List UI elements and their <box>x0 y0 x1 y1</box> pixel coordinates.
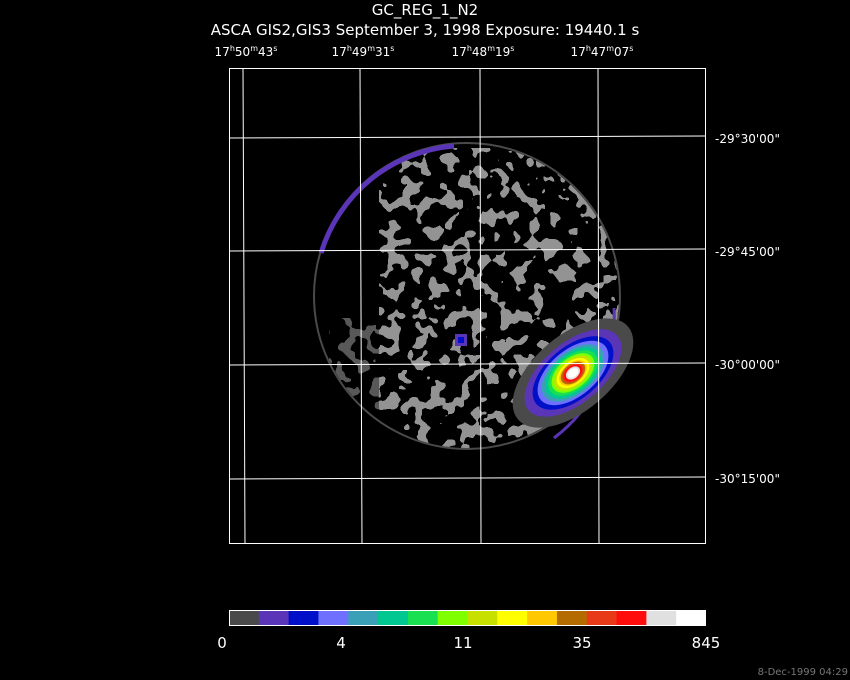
colorbar-cell <box>378 610 409 626</box>
colorbar-cell <box>407 610 439 626</box>
point-source-faint <box>455 334 467 346</box>
colorbar-cell <box>467 610 498 626</box>
image-frame <box>229 68 706 544</box>
ra-label: 17h50m43s <box>214 44 278 59</box>
ra-label: 17h48m19s <box>451 44 515 59</box>
dec-label: -29°30'00" <box>715 132 780 146</box>
colorbar-cell <box>616 610 647 626</box>
image-subtitle: ASCA GIS2,GIS3 September 3, 1998 Exposur… <box>210 21 640 39</box>
colorbar-tick: 4 <box>336 634 346 652</box>
colorbar-tick: 845 <box>691 634 721 652</box>
detector-rim-edge <box>318 143 455 254</box>
colorbar-cell <box>676 610 706 626</box>
dec-label: -30°15'00" <box>715 472 780 486</box>
colorbar-cell <box>497 610 528 626</box>
colorbar-cell <box>586 610 618 626</box>
colorbar <box>229 610 706 626</box>
colorbar-cell <box>556 610 588 626</box>
coordinate-grid <box>229 68 706 544</box>
colorbar-cell <box>318 610 349 626</box>
ra-label: 17h47m07s <box>570 44 634 59</box>
colorbar-cell <box>258 610 290 626</box>
timestamp: 8-Dec-1999 04:29 <box>757 667 848 678</box>
dec-label: -30°00'00" <box>715 358 780 372</box>
colorbar-tick: 35 <box>572 634 592 652</box>
ra-label: 17h49m31s <box>331 44 395 59</box>
colorbar-cell <box>646 610 677 626</box>
colorbar-cell <box>527 610 558 626</box>
image-title: GC_REG_1_N2 <box>371 1 479 19</box>
xray-image <box>229 68 706 544</box>
dec-label: -29°45'00" <box>715 245 780 259</box>
colorbar-cell <box>437 610 468 626</box>
detector-rim <box>313 142 621 450</box>
colorbar-cell <box>348 610 379 626</box>
colorbar-tick: 11 <box>453 634 473 652</box>
colorbar-tick: 0 <box>217 634 227 652</box>
colorbar-frame <box>229 610 706 626</box>
colorbar-cell <box>229 610 260 626</box>
colorbar-cell <box>288 610 319 626</box>
